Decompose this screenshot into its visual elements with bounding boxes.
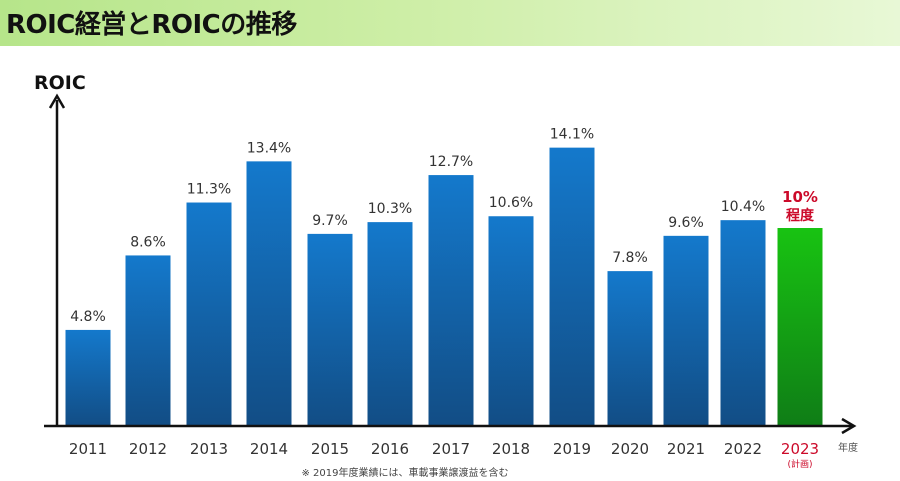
data-label: 10.6% (489, 195, 533, 211)
data-label: 14.1% (550, 127, 594, 143)
page-title: ROIC経営とROICの推移 (6, 10, 297, 40)
x-tick-label: 2018 (492, 440, 530, 458)
x-axis-label: 年度 (838, 441, 858, 454)
bar-2020 (607, 271, 653, 426)
data-label: 12.7% (429, 154, 473, 170)
bar-2017 (428, 175, 474, 426)
header-banner: ROIC経営とROICの推移 (0, 0, 900, 46)
x-tick-label: 2013 (190, 440, 228, 458)
bar-2016 (367, 222, 413, 426)
x-tick-label: 2015 (311, 440, 349, 458)
x-axis-arrow (841, 417, 857, 435)
data-label: 8.6% (130, 234, 166, 250)
x-tick-label: 2023 (781, 440, 819, 458)
x-tick-label: 2019 (553, 440, 591, 458)
bar-2019 (549, 147, 595, 426)
bar-2013 (186, 202, 232, 426)
bar-2018 (488, 216, 534, 426)
data-label: 10% (782, 188, 818, 206)
x-tick-label: 2022 (724, 440, 762, 458)
bar-2014 (246, 161, 292, 427)
bar-2011 (65, 329, 111, 426)
data-label: 11.3% (187, 182, 231, 198)
x-tick-label: 2012 (129, 440, 167, 458)
x-tick-label: 2017 (432, 440, 470, 458)
data-label: 9.7% (312, 213, 348, 229)
data-label: 13.4% (247, 140, 291, 156)
y-axis-label: ROIC (34, 72, 86, 94)
x-tick-label: 2016 (371, 440, 409, 458)
data-label: 10.3% (368, 201, 412, 217)
x-tick-label: 2021 (667, 440, 705, 458)
plan-label-approx: 程度 (786, 207, 815, 224)
bar-2023-plan (777, 228, 823, 426)
x-tick-label: 2020 (611, 440, 649, 458)
data-label: 4.8% (70, 309, 106, 325)
x-tick-label: 2011 (69, 440, 107, 458)
y-axis-arrow (48, 93, 66, 109)
data-label: 9.6% (668, 215, 704, 231)
plan-sublabel: (計画) (787, 458, 812, 470)
x-tick-label: 2014 (250, 440, 288, 458)
bar-2022 (720, 220, 766, 426)
data-label: 10.4% (721, 199, 765, 215)
data-label: 7.8% (612, 250, 648, 266)
bar-2012 (125, 255, 171, 426)
bar-2015 (307, 233, 353, 426)
bar-2021 (663, 235, 709, 426)
footnote: ※ 2019年度業績には、車載事業譲渡益を含む (301, 468, 509, 479)
